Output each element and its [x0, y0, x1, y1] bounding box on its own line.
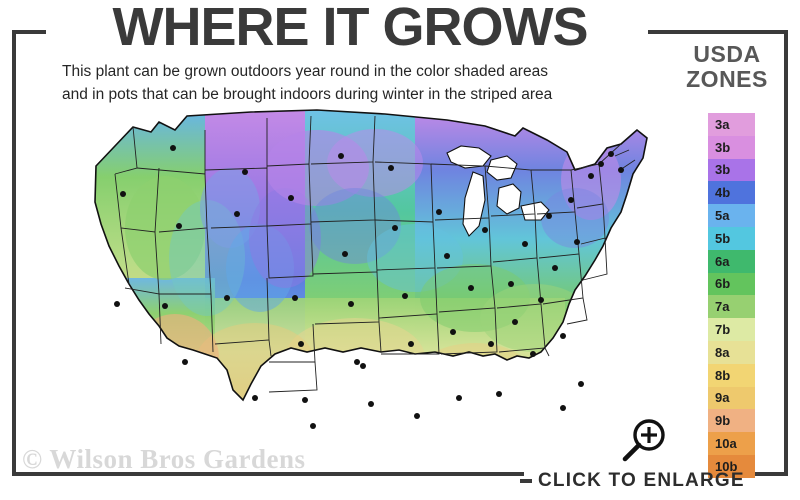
zone-swatch-7a-8: 7a	[708, 295, 755, 319]
zone-swatch-9a-12: 9a	[708, 386, 755, 410]
legend-title-line-1: USDA	[693, 41, 761, 67]
zone-swatch-label: 6a	[715, 253, 730, 269]
zone-swatch-3b-1: 3b	[708, 135, 755, 159]
zone-swatch-label: 3b	[715, 139, 731, 155]
zone-swatch-label: 9a	[715, 390, 730, 406]
zone-swatch-3b-2: 3b	[708, 158, 755, 182]
subtitle-line-1: This plant can be grown outdoors year ro…	[62, 63, 548, 80]
legend-title-line-2: ZONES	[686, 66, 768, 92]
zone-swatch-4b-3: 4b	[708, 181, 755, 205]
zone-swatch-label: 7a	[715, 299, 730, 315]
magnifier-plus-icon[interactable]	[618, 418, 670, 464]
zone-swatch-8a-10: 8a	[708, 340, 755, 364]
frame-border-right	[784, 30, 788, 476]
cta-left-rule	[520, 479, 532, 483]
zone-swatch-label: 8b	[715, 367, 731, 383]
map-svg	[55, 108, 665, 453]
zone-swatch-label: 4b	[715, 185, 731, 201]
frame-border-bottom-left	[12, 472, 524, 476]
zone-swatch-label: 6b	[715, 276, 731, 292]
legend-title: USDA ZONES	[668, 42, 786, 92]
zone-swatch-9b-13: 9b	[708, 409, 755, 433]
frame-border-top-right	[648, 30, 788, 34]
frame-border-top-left	[12, 30, 46, 34]
state-boundaries	[114, 115, 636, 393]
zone-swatch-5b-5: 5b	[708, 226, 755, 250]
subtitle-line-2: and in pots that can be brought indoors …	[62, 86, 553, 103]
great-lakes	[446, 145, 550, 237]
watermark: © Wilson Bros Gardens	[22, 444, 306, 474]
zone-swatch-label: 5b	[715, 230, 731, 246]
usda-zone-legend: 3a 3b 3b 4b 5a 5b 6a 6b 7a 7b 8a 8b 9a 9b 10a 10b	[708, 113, 755, 478]
click-to-enlarge-label[interactable]: CLICK TO ENLARGE	[538, 470, 745, 491]
zone-swatch-6b-7: 6b	[708, 272, 755, 296]
zone-swatch-label: 3b	[715, 162, 731, 178]
zone-swatch-8b-11: 8b	[708, 363, 755, 387]
zone-swatch-3a-0: 3a	[708, 113, 755, 136]
zone-swatch-5a-4: 5a	[708, 204, 755, 227]
zone-swatch-label: 5a	[715, 208, 730, 224]
city-dots	[114, 145, 624, 429]
zone-swatch-label: 7b	[715, 322, 731, 338]
usa-outline	[94, 109, 648, 402]
zone-swatch-label: 9b	[715, 413, 731, 429]
page-subtitle: This plant can be grown outdoors year ro…	[62, 60, 662, 106]
frame-border-bottom-right	[742, 472, 788, 476]
zone-swatch-label: 3a	[715, 116, 730, 132]
zone-swatch-7b-9: 7b	[708, 318, 755, 341]
magnifier-svg	[622, 419, 665, 462]
page-title: WHERE IT GROWS	[112, 0, 589, 57]
zone-swatch-label: 10b	[715, 458, 738, 474]
zone-swatch-label: 10a	[715, 436, 737, 452]
zone-swatch-10a-14: 10a	[708, 432, 755, 455]
zone-swatch-10b-15: 10b	[708, 454, 755, 478]
usda-zone-map[interactable]	[55, 108, 665, 453]
zone-swatch-label: 8a	[715, 344, 730, 360]
zone-swatch-6a-6: 6a	[708, 249, 755, 273]
frame-border-left	[12, 30, 16, 476]
